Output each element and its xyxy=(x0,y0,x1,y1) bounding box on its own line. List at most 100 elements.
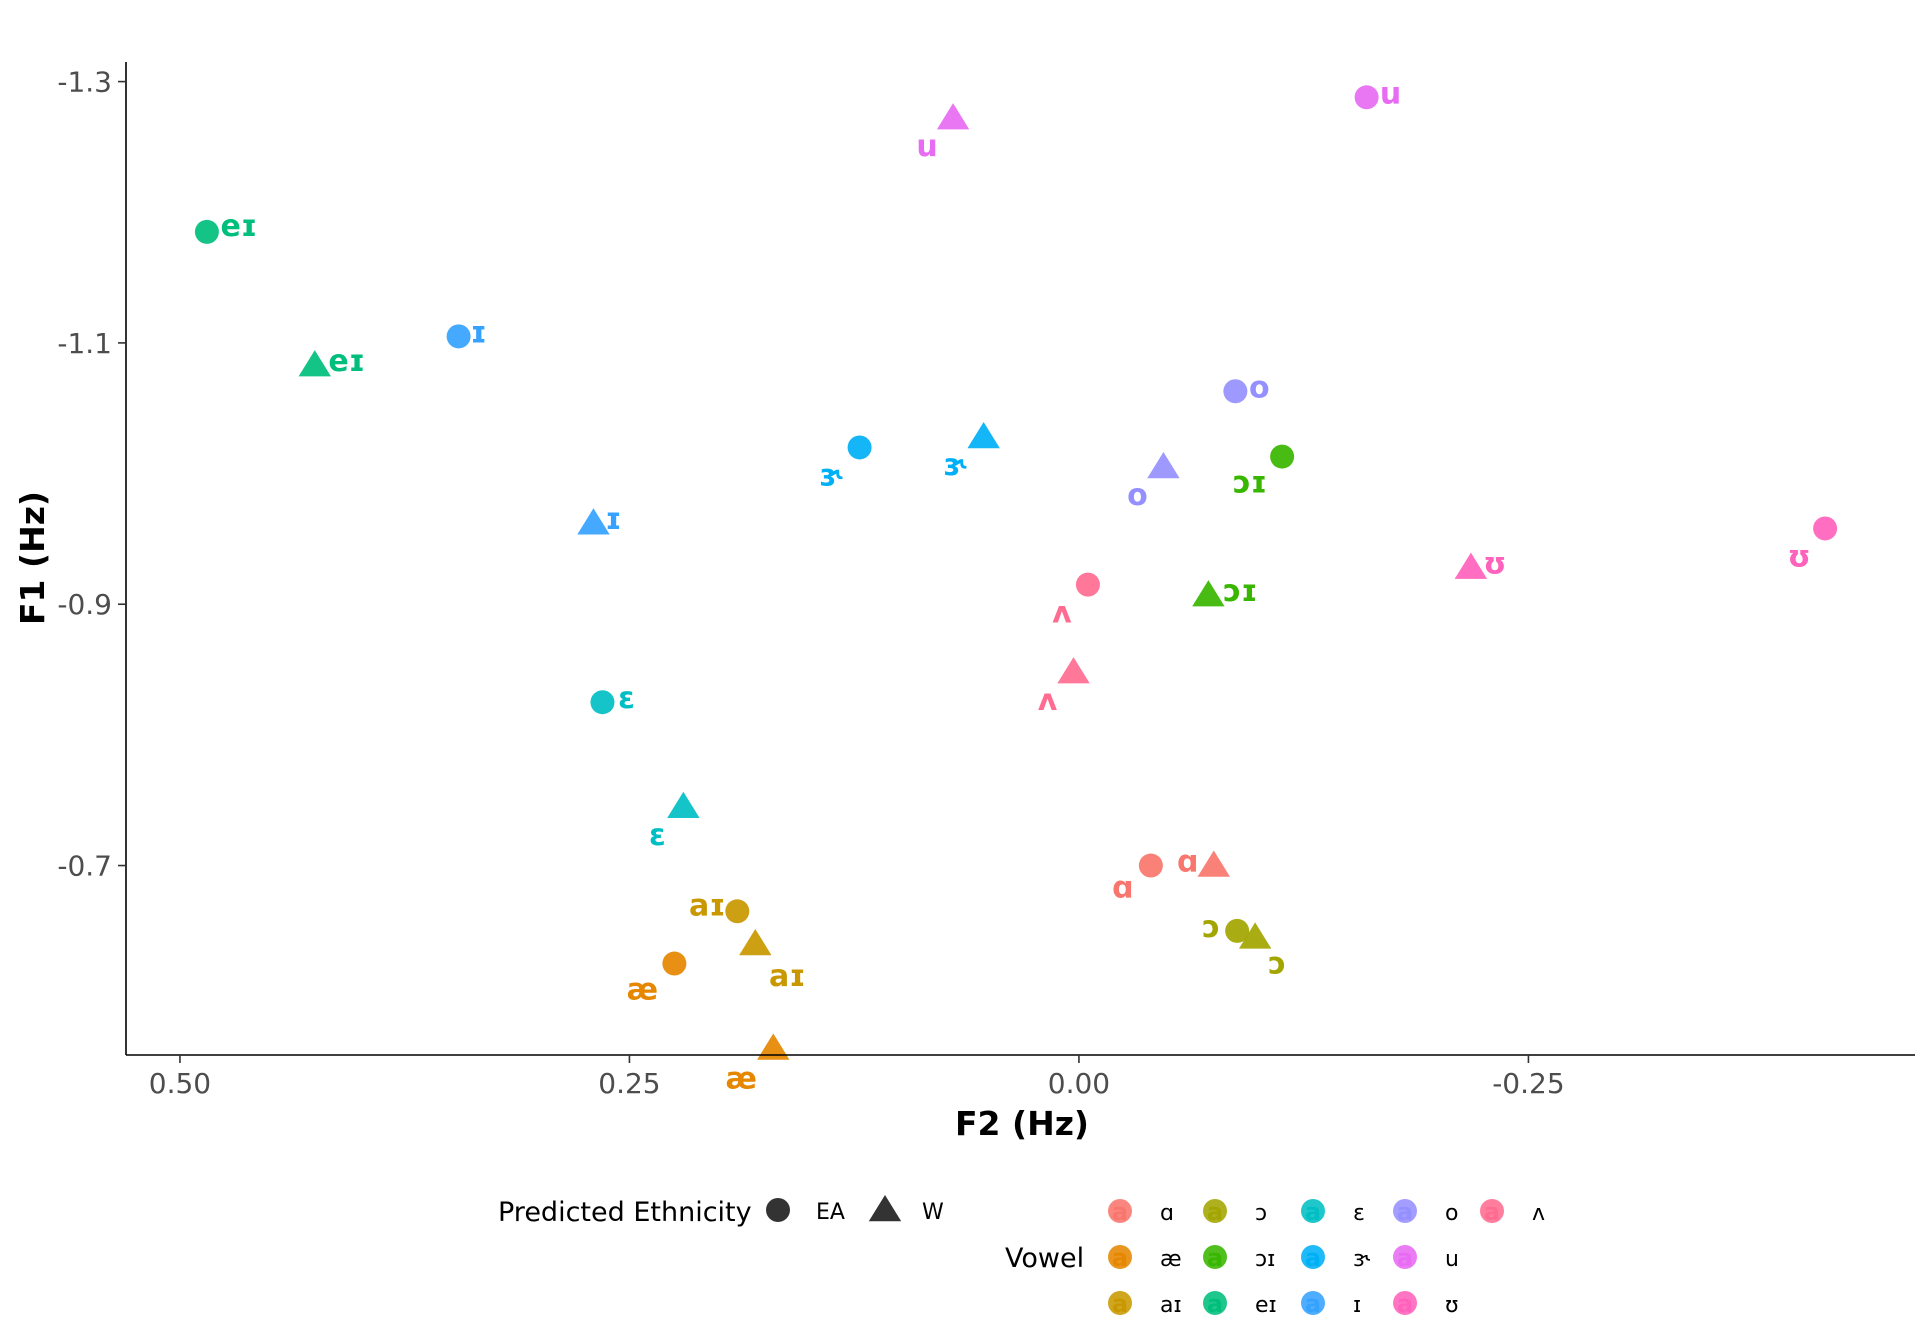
color-legend-key xyxy=(1108,1291,1132,1315)
color-legend-label: ɔ xyxy=(1255,1201,1267,1226)
y-tick-label: -0.7 xyxy=(57,850,112,883)
data-point-w xyxy=(577,508,610,535)
color-legend-label: ɝ xyxy=(1353,1247,1370,1272)
data-point-ea xyxy=(725,899,750,924)
data-point-ea xyxy=(446,324,471,349)
color-legend-key xyxy=(1203,1199,1227,1223)
data-point-ea xyxy=(847,435,872,460)
data-point-w xyxy=(667,791,700,818)
point-label: ɝ xyxy=(943,448,967,483)
data-point-ea xyxy=(1223,379,1248,404)
data-point-w xyxy=(936,103,970,130)
shape-legend-title: Predicted Ethnicity xyxy=(498,1197,752,1228)
color-legend-title: Vowel xyxy=(1005,1243,1084,1274)
color-legend-label: ɔɪ xyxy=(1255,1247,1275,1272)
color-legend-key xyxy=(1480,1199,1504,1223)
color-legend-key-glyph: a xyxy=(1305,1198,1321,1226)
data-point-ea xyxy=(1075,572,1100,597)
color-legend-key-glyph: a xyxy=(1397,1290,1413,1318)
data-point-ea xyxy=(1270,444,1295,469)
legend-triangle-key xyxy=(868,1195,902,1222)
color-legend-key xyxy=(1108,1199,1132,1223)
data-point-w xyxy=(298,350,331,377)
point-label: o xyxy=(1249,370,1270,405)
point-label: eɪ xyxy=(221,209,258,244)
shape-legend-label: EA xyxy=(816,1200,845,1225)
y-tick-label: -1.3 xyxy=(57,66,112,99)
color-legend-label: ʊ xyxy=(1445,1293,1459,1318)
color-legend-key xyxy=(1301,1245,1325,1269)
color-legend-key xyxy=(1108,1245,1132,1269)
point-label: æ xyxy=(726,1061,757,1096)
x-tick-label: 0.50 xyxy=(149,1067,211,1100)
shape-legend: Predicted Ethnicity EA W xyxy=(498,1195,944,1228)
point-label: ɪ xyxy=(605,502,621,537)
color-legend-label: aɪ xyxy=(1160,1293,1182,1318)
color-legend-label: o xyxy=(1445,1201,1458,1226)
point-label: ɝ xyxy=(819,458,843,493)
color-legend-key-glyph: a xyxy=(1484,1198,1500,1226)
color-legend-key-glyph: a xyxy=(1397,1244,1413,1272)
color-legend-key-glyph: a xyxy=(1305,1290,1321,1318)
color-legend-key xyxy=(1301,1199,1325,1223)
color-legend-key-glyph: a xyxy=(1207,1290,1223,1318)
color-legend-key-glyph: a xyxy=(1112,1198,1128,1226)
point-label: ɛ xyxy=(649,818,666,853)
point-label: u xyxy=(1380,76,1401,111)
x-tick-label: 0.00 xyxy=(1048,1067,1110,1100)
color-legend: Vowel a ɑa æa aɪa ɔa ɔɪa eɪa ɛa ɝa ɪa oa ua ʊa ʌ xyxy=(1005,1198,1545,1318)
color-legend-key xyxy=(1393,1245,1417,1269)
data-point-w xyxy=(1238,922,1272,949)
point-label: ʊ xyxy=(1483,547,1506,582)
point-label: æ xyxy=(627,973,658,1008)
data-point-w xyxy=(1192,580,1225,607)
data-point-w xyxy=(1197,850,1230,877)
data-point-ea xyxy=(590,690,615,715)
color-legend-label: ɑ xyxy=(1160,1201,1174,1226)
point-label: aɪ xyxy=(689,888,726,923)
point-label: ɑ xyxy=(1177,845,1198,880)
data-point-w xyxy=(757,1033,790,1060)
data-point-w xyxy=(1454,552,1488,579)
data-point-w xyxy=(967,421,1000,449)
point-label: u xyxy=(916,129,937,164)
data-point-w xyxy=(1057,657,1090,684)
x-axis-ticks: 0.50 0.25 0.00 -0.25 xyxy=(149,1055,1565,1100)
point-label: ɔɪ xyxy=(1233,466,1267,501)
color-legend-key xyxy=(1393,1199,1417,1223)
data-point-ea xyxy=(1138,853,1163,878)
data-point-ea xyxy=(1354,85,1379,110)
color-legend-key-glyph: a xyxy=(1207,1244,1223,1272)
y-axis-title: F1 (Hz) xyxy=(13,491,52,625)
color-legend-key xyxy=(1203,1291,1227,1315)
x-axis-title: F2 (Hz) xyxy=(955,1104,1089,1143)
point-label: ʌ xyxy=(1052,596,1072,631)
point-label: ɔ xyxy=(1268,946,1286,981)
point-label: o xyxy=(1127,478,1148,513)
y-tick-label: -1.1 xyxy=(57,327,112,360)
color-legend-label: eɪ xyxy=(1255,1293,1277,1318)
y-axis-ticks: -1.3 -1.1 -0.9 -0.7 xyxy=(57,66,126,883)
shape-legend-label: W xyxy=(922,1200,944,1225)
point-label: ɔ xyxy=(1202,910,1220,945)
point-label: ɛ xyxy=(618,681,635,716)
color-legend-label: u xyxy=(1445,1247,1459,1272)
plot-area: ɑ ɑ æ æ aɪ aɪ ɔ ɔ ɔɪ ɔɪ eɪ eɪ ɛ ɛ ɝ ɝ ɪ ɪ o o u u ʊ ʊ ʌ ʌ xyxy=(194,76,1838,1096)
color-legend-label: æ xyxy=(1160,1247,1182,1272)
y-tick-label: -0.9 xyxy=(57,588,112,621)
data-point-w xyxy=(739,928,772,956)
point-label: eɪ xyxy=(328,344,365,379)
point-label: ʌ xyxy=(1038,683,1058,718)
color-legend-key-glyph: a xyxy=(1207,1198,1223,1226)
color-legend-label: ɪ xyxy=(1353,1293,1361,1318)
color-legend-key-glyph: a xyxy=(1112,1290,1128,1318)
legend-circle-key xyxy=(766,1198,790,1222)
data-point-ea xyxy=(1225,918,1250,943)
color-legend-label: ɛ xyxy=(1353,1201,1365,1226)
color-legend-key xyxy=(1301,1291,1325,1315)
point-label: ɔɪ xyxy=(1223,574,1257,609)
color-legend-key-glyph: a xyxy=(1397,1198,1413,1226)
x-tick-label: 0.25 xyxy=(598,1067,660,1100)
x-tick-label: -0.25 xyxy=(1492,1067,1564,1100)
